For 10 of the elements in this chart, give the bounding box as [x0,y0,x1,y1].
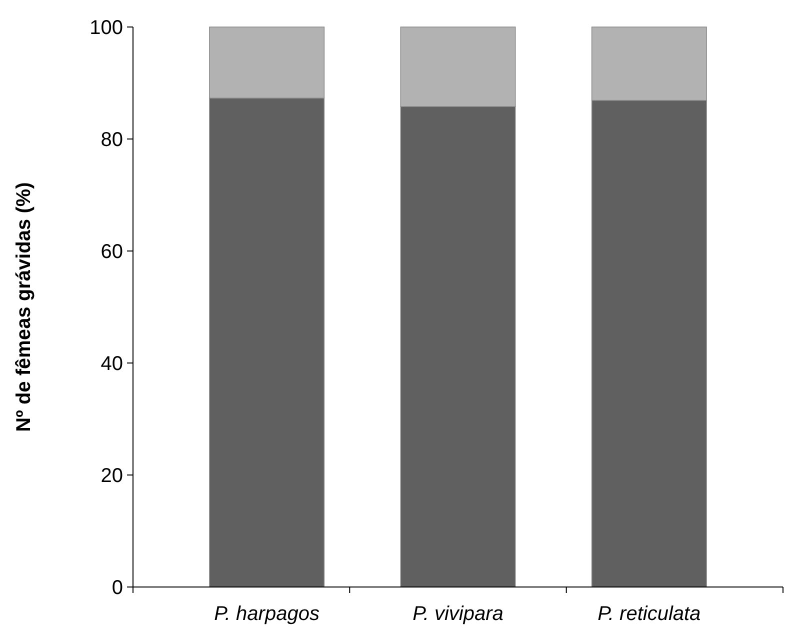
y-tick-label: 40 [100,353,123,375]
y-axis-title: Nº de fêmeas grávidas (%) [13,182,35,432]
x-tick-label: P. vivipara [412,603,504,625]
x-tick-label: P. harpagos [214,603,320,625]
y-tick-label: 60 [100,241,123,263]
x-tick-label: P. reticulata [598,603,701,625]
y-tick-label: 0 [112,577,123,599]
y-tick-label: 80 [100,129,123,151]
y-tick-label: 100 [90,17,123,39]
y-tick-label: 20 [100,465,123,487]
